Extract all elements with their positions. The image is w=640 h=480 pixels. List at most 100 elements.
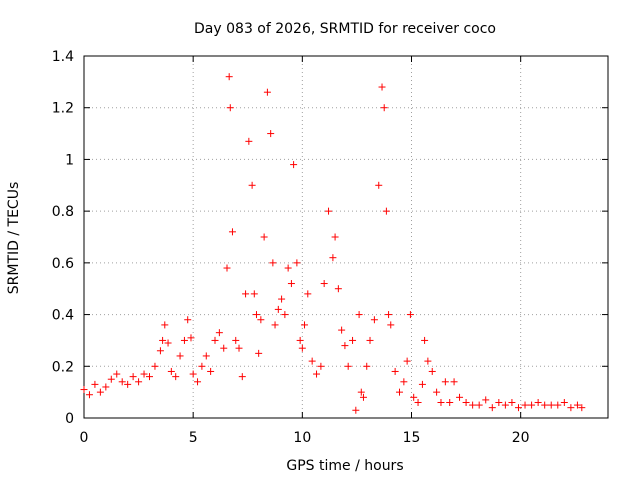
- y-tick-label: 1.2: [52, 101, 74, 117]
- data-point: [189, 370, 197, 378]
- y-tick-label: 1.4: [52, 49, 74, 65]
- data-point: [450, 378, 458, 386]
- data-point: [271, 321, 279, 329]
- data-point: [421, 336, 429, 344]
- y-axis-ticks: 0 0.2 0.4 0.6 0.8 1 1.2 1.4: [52, 49, 608, 427]
- data-point: [508, 398, 516, 406]
- data-point: [281, 311, 289, 319]
- data-point: [433, 388, 441, 396]
- data-point: [370, 316, 378, 324]
- data-point: [366, 336, 374, 344]
- data-point: [495, 398, 503, 406]
- data-point: [501, 401, 509, 409]
- data-point: [284, 264, 292, 272]
- data-point: [320, 280, 328, 288]
- data-point: [194, 378, 202, 386]
- data-point: [207, 367, 215, 375]
- data-point: [91, 380, 99, 388]
- x-tick-label: 15: [403, 430, 421, 446]
- data-point: [211, 336, 219, 344]
- data-point: [242, 290, 250, 298]
- data-point: [80, 386, 88, 394]
- data-point: [220, 344, 228, 352]
- grid-lines: [84, 56, 608, 418]
- data-point: [129, 373, 137, 381]
- data-point: [363, 362, 371, 370]
- data-point: [232, 336, 240, 344]
- data-point: [418, 380, 426, 388]
- y-axis-label: SRMTID / TECUs: [6, 182, 22, 295]
- data-point: [140, 370, 148, 378]
- data-point: [541, 401, 549, 409]
- data-point: [578, 404, 586, 412]
- data-series-srmtid: [80, 73, 586, 414]
- data-point: [456, 393, 464, 401]
- data-point: [329, 254, 337, 262]
- data-point: [403, 357, 411, 365]
- data-point: [263, 88, 271, 96]
- data-point: [406, 311, 414, 319]
- x-axis-label: GPS time / hours: [286, 458, 403, 474]
- plot-border: [83, 55, 609, 419]
- data-point: [164, 339, 172, 347]
- data-point: [437, 398, 445, 406]
- data-point: [252, 311, 260, 319]
- data-point: [313, 370, 321, 378]
- data-point: [118, 378, 126, 386]
- data-point: [334, 285, 342, 293]
- x-axis-ticks: 0 5 10 15 20: [80, 56, 530, 446]
- data-point: [296, 336, 304, 344]
- data-point: [187, 334, 195, 342]
- data-point: [228, 228, 236, 236]
- data-point: [441, 378, 449, 386]
- data-point: [349, 336, 357, 344]
- data-point: [107, 375, 115, 383]
- data-point: [257, 316, 265, 324]
- data-point: [378, 83, 386, 91]
- data-point: [344, 362, 352, 370]
- data-point: [248, 181, 256, 189]
- data-point: [298, 344, 306, 352]
- data-point: [267, 130, 275, 138]
- data-point: [325, 207, 333, 215]
- data-point: [469, 401, 477, 409]
- x-tick-label: 10: [293, 430, 311, 446]
- data-point: [514, 404, 522, 412]
- data-point: [304, 290, 312, 298]
- y-tick-label: 0.4: [52, 308, 74, 324]
- data-point: [215, 329, 223, 337]
- y-tick-label: 0.8: [52, 204, 74, 220]
- data-point: [113, 370, 121, 378]
- data-point: [167, 367, 175, 375]
- data-point: [560, 398, 568, 406]
- data-point: [462, 398, 470, 406]
- data-point: [380, 104, 388, 112]
- data-point: [528, 401, 536, 409]
- data-point: [475, 401, 483, 409]
- data-point: [382, 207, 390, 215]
- data-point: [391, 367, 399, 375]
- data-point: [235, 344, 243, 352]
- data-point: [331, 233, 339, 241]
- data-point: [102, 383, 110, 391]
- data-point: [385, 311, 393, 319]
- data-point: [355, 311, 363, 319]
- data-point: [198, 362, 206, 370]
- data-point: [341, 342, 349, 350]
- data-point: [161, 321, 169, 329]
- data-point: [250, 290, 258, 298]
- y-tick-label: 0.2: [52, 359, 74, 375]
- data-point: [446, 398, 454, 406]
- data-point: [124, 380, 132, 388]
- y-tick-label: 0.6: [52, 256, 74, 272]
- data-point: [135, 378, 143, 386]
- data-point: [293, 259, 301, 267]
- data-point: [567, 404, 575, 412]
- data-point: [156, 347, 164, 355]
- data-point: [225, 73, 233, 81]
- y-tick-label: 1: [65, 152, 74, 168]
- data-point: [573, 401, 581, 409]
- data-point: [184, 316, 192, 324]
- data-point: [159, 336, 167, 344]
